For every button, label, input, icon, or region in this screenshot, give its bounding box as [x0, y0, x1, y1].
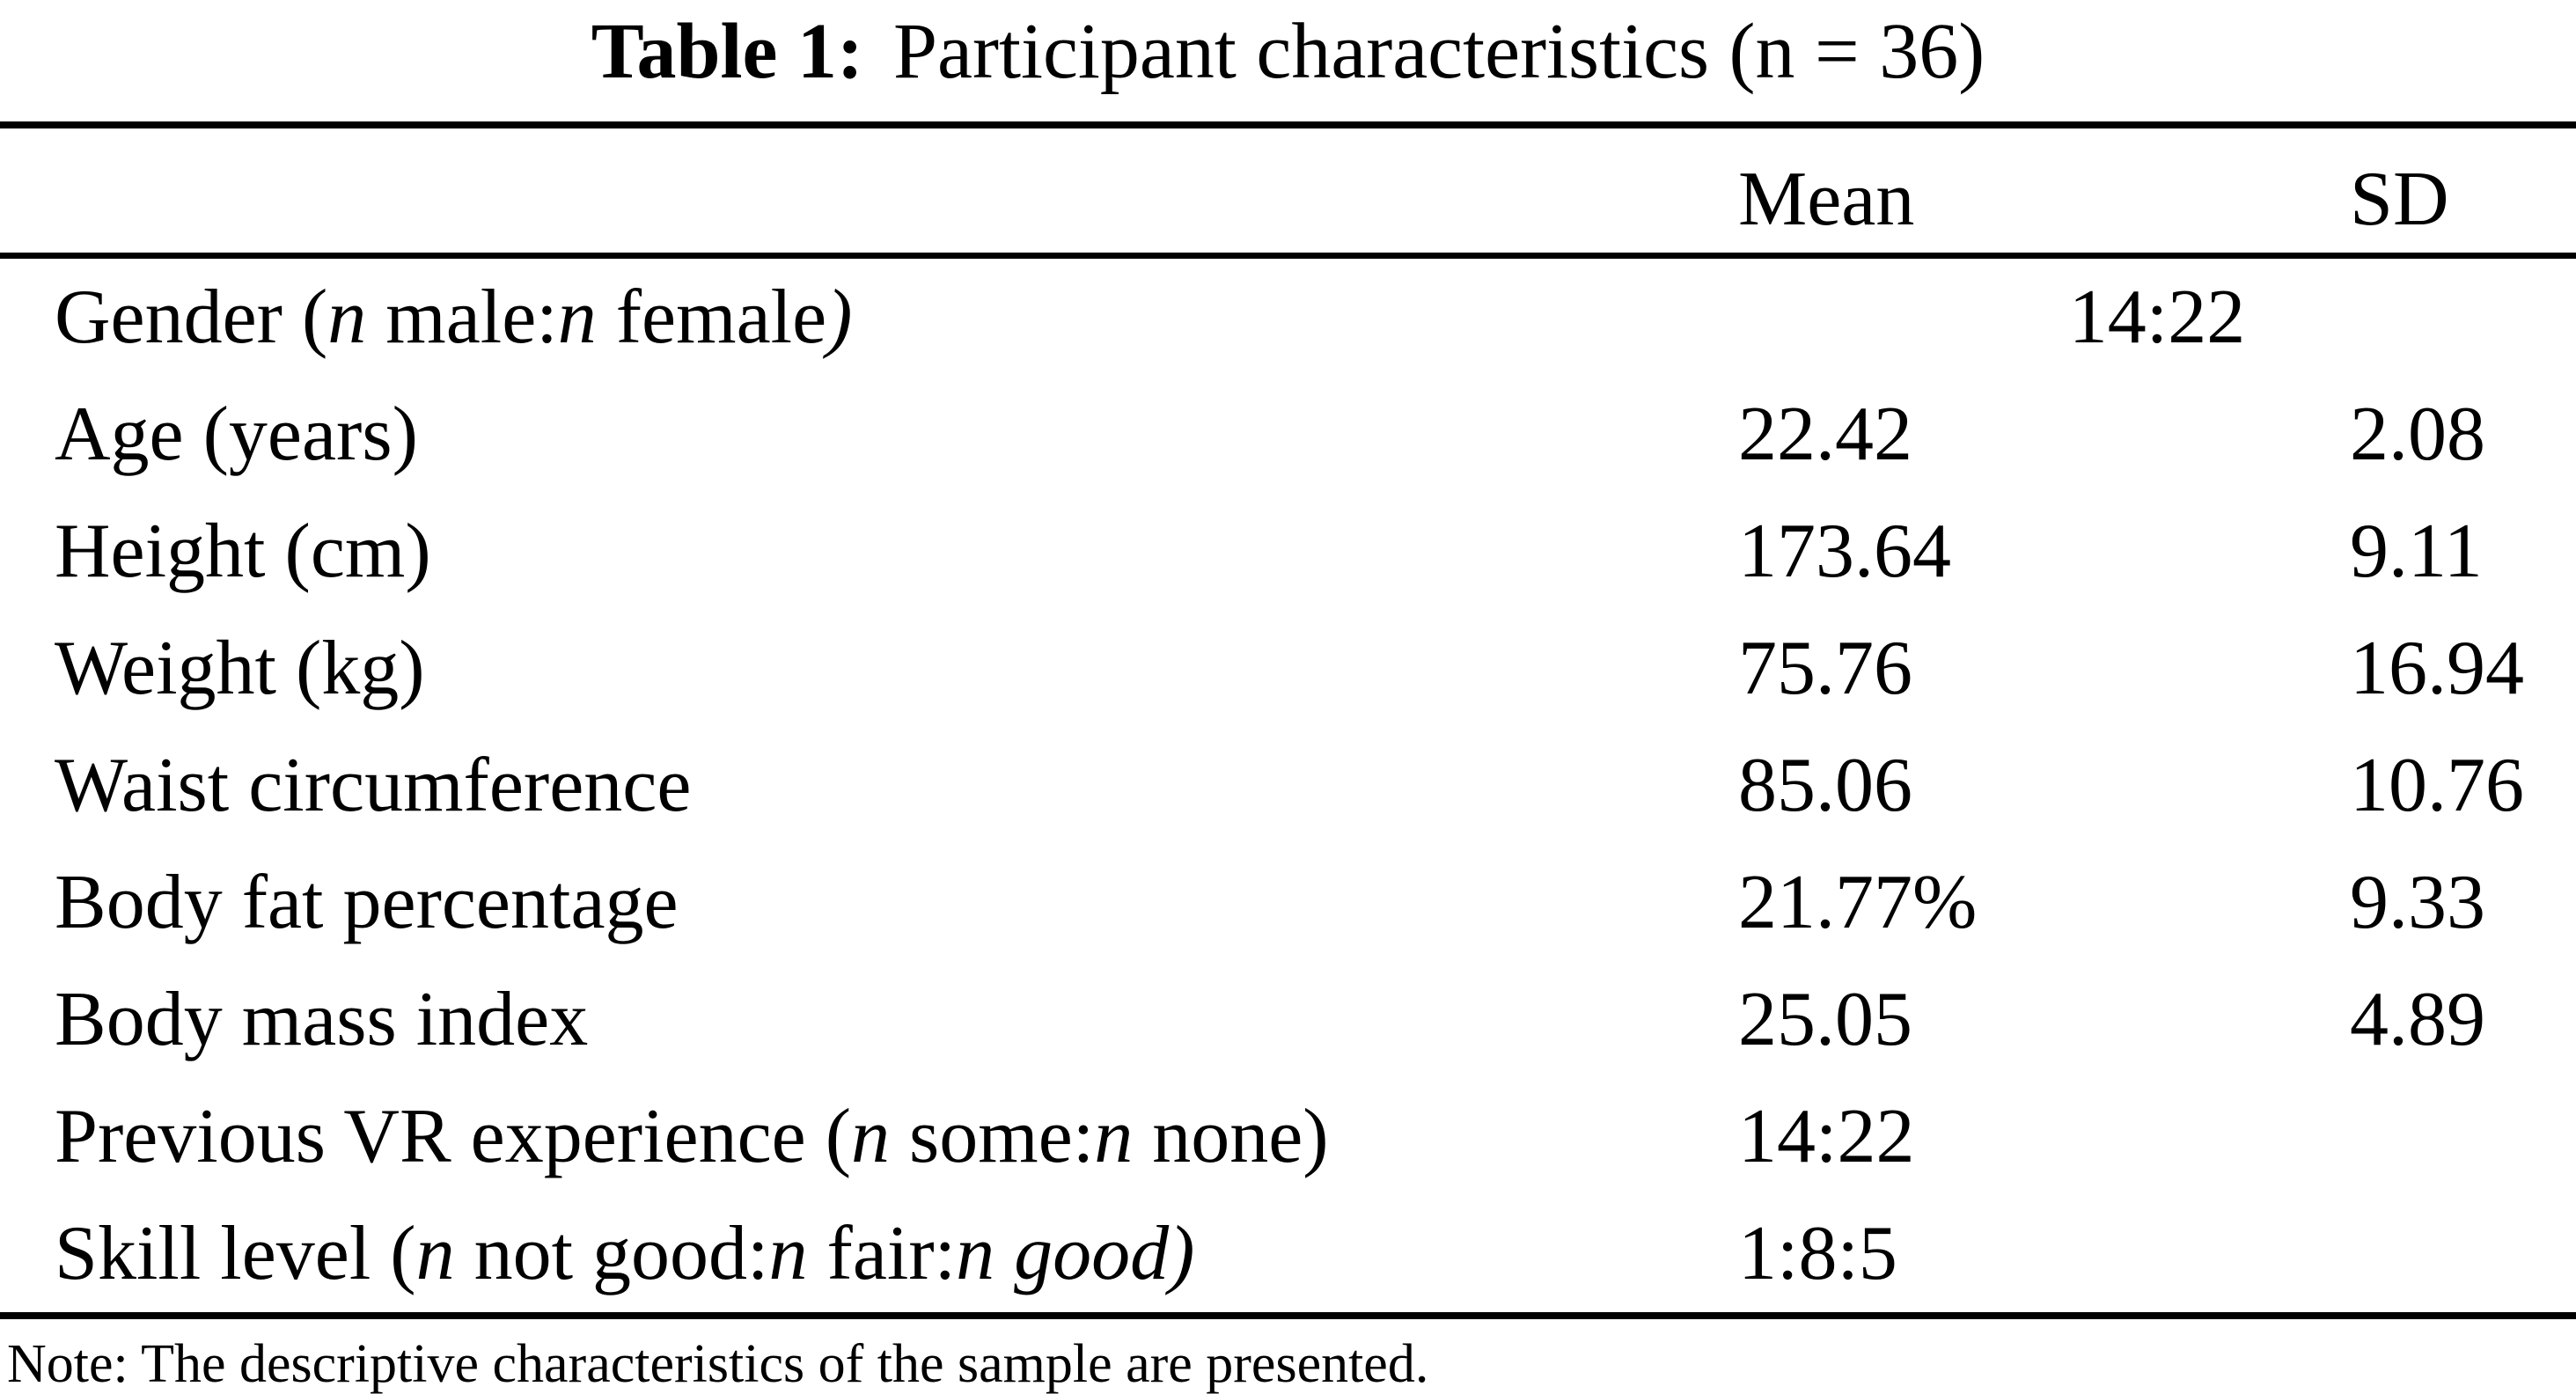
row-mean-value: 22.42	[1738, 392, 1912, 477]
row-mean-value: 85.06	[1738, 743, 1912, 828]
header-empty-cell	[0, 125, 1738, 256]
table-caption-text: Participant characteristics (n = 36)	[892, 8, 1985, 95]
row-label: Waist circumference	[55, 743, 692, 828]
row-sd-value: 16.94	[2350, 626, 2524, 711]
row-sd-value: 2.08	[2350, 392, 2485, 477]
row-mean-value: 1:8:5	[1738, 1211, 1897, 1296]
table-row: Gender (n male:n female) 14:22	[0, 256, 2576, 377]
row-sd-value	[2350, 1078, 2576, 1195]
table-row: Age (years) 22.42 2.08	[0, 376, 2576, 493]
row-label: Weight (kg)	[55, 626, 425, 711]
row-value-spanning: 14:22	[2068, 275, 2246, 360]
header-row: Mean SD	[0, 125, 2576, 256]
row-label: Height (cm)	[55, 509, 431, 594]
row-mean-value: 25.05	[1738, 977, 1912, 1062]
row-label: Age (years)	[55, 392, 418, 477]
table-note: Note: The descriptive characteristics of…	[7, 1334, 1429, 1394]
table-caption: Table 1: Participant characteristics (n =…	[0, 0, 2576, 121]
row-mean-value: 21.77%	[1738, 860, 1978, 945]
table-row: Waist circumference 85.06 10.76	[0, 727, 2576, 844]
table-row: Body fat percentage 21.77% 9.33	[0, 844, 2576, 961]
column-header-mean: Mean	[1738, 157, 1915, 242]
row-sd-value: 9.11	[2350, 509, 2483, 594]
row-sd-value	[2350, 1195, 2576, 1316]
row-label: Previous VR experience (n some:n none)	[55, 1094, 1329, 1179]
row-label: Body fat percentage	[55, 860, 679, 945]
row-label: Skill level (n not good:n fair:n good)	[55, 1211, 1195, 1296]
row-sd-value: 10.76	[2350, 743, 2524, 828]
row-mean-value: 173.64	[1738, 509, 1951, 594]
column-header-sd: SD	[2350, 157, 2449, 242]
row-sd-value: 9.33	[2350, 860, 2485, 945]
row-label: Body mass index	[55, 977, 589, 1062]
row-sd-value: 4.89	[2350, 977, 2485, 1062]
table-row: Skill level (n not good:n fair:n good) 1:…	[0, 1195, 2576, 1316]
table-row: Previous VR experience (n some:n none) 14…	[0, 1078, 2576, 1195]
table-row: Height (cm) 173.64 9.11	[0, 493, 2576, 610]
table-body: Gender (n male:n female) 14:22 Age (years)…	[0, 256, 2576, 1317]
table-row: Body mass index 25.05 4.89	[0, 961, 2576, 1078]
participant-characteristics-table: Mean SD Gender (n male:n female) 14:22 Age…	[0, 121, 2576, 1319]
table-caption-label: Table 1:	[591, 8, 863, 95]
row-label: Gender (n male:n female)	[55, 275, 853, 360]
table-row: Weight (kg) 75.76 16.94	[0, 610, 2576, 727]
row-mean-value: 75.76	[1738, 626, 1912, 711]
row-mean-value: 14:22	[1738, 1094, 1915, 1179]
